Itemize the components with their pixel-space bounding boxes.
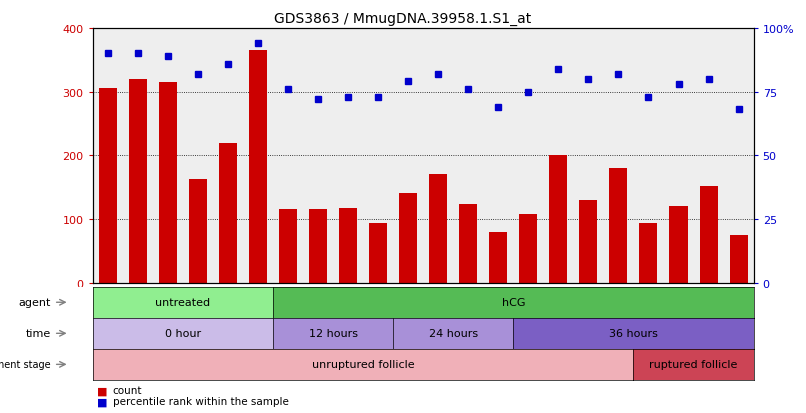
Bar xyxy=(159,83,177,283)
Text: ■: ■ xyxy=(97,385,107,395)
Text: time: time xyxy=(26,328,51,339)
Bar xyxy=(700,186,717,283)
Text: count: count xyxy=(113,385,143,395)
Bar xyxy=(339,209,357,283)
Text: percentile rank within the sample: percentile rank within the sample xyxy=(113,396,289,406)
Text: untreated: untreated xyxy=(156,297,210,308)
Bar xyxy=(309,210,327,283)
Text: 24 hours: 24 hours xyxy=(429,328,478,339)
Text: development stage: development stage xyxy=(0,359,51,370)
Text: agent: agent xyxy=(19,297,51,308)
Bar xyxy=(639,224,658,283)
Bar xyxy=(519,214,538,283)
Text: GDS3863 / MmugDNA.39958.1.S1_at: GDS3863 / MmugDNA.39958.1.S1_at xyxy=(274,12,532,26)
Text: ruptured follicle: ruptured follicle xyxy=(650,359,737,370)
Bar xyxy=(98,89,117,283)
Bar xyxy=(399,194,418,283)
Bar xyxy=(489,232,507,283)
Bar xyxy=(369,224,387,283)
Bar xyxy=(189,179,207,283)
Bar xyxy=(249,51,267,283)
Bar xyxy=(129,80,147,283)
Text: 36 hours: 36 hours xyxy=(609,328,658,339)
Bar xyxy=(429,175,447,283)
Text: 12 hours: 12 hours xyxy=(309,328,358,339)
Bar xyxy=(279,210,297,283)
Bar xyxy=(670,206,688,283)
Bar xyxy=(459,205,477,283)
Bar xyxy=(550,156,567,283)
Bar xyxy=(580,200,597,283)
Bar xyxy=(609,169,627,283)
Bar xyxy=(729,235,748,283)
Text: ■: ■ xyxy=(97,396,107,406)
Bar xyxy=(219,143,237,283)
Text: hCG: hCG xyxy=(501,297,525,308)
Text: unruptured follicle: unruptured follicle xyxy=(312,359,414,370)
Text: 0 hour: 0 hour xyxy=(164,328,201,339)
